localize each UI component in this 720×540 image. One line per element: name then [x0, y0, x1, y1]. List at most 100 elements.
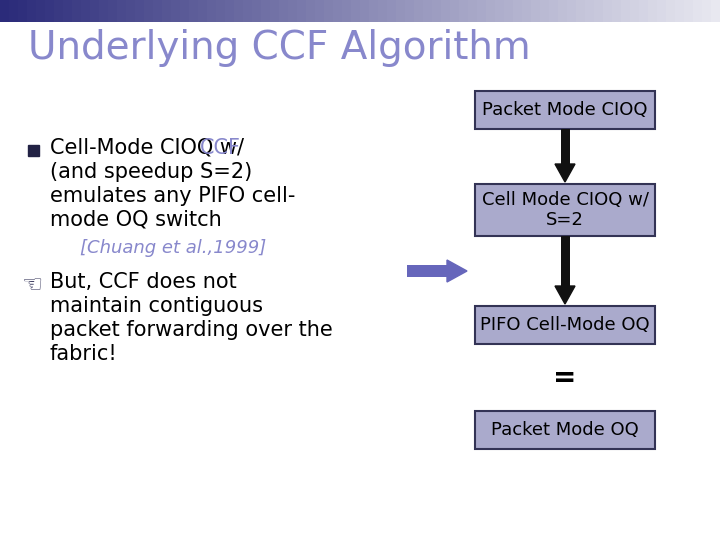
- Bar: [342, 0, 351, 22]
- Bar: [234, 0, 243, 22]
- Bar: [135, 0, 145, 22]
- Bar: [396, 0, 405, 22]
- Text: CCF: CCF: [199, 138, 240, 158]
- Bar: [567, 0, 577, 22]
- Bar: [261, 0, 271, 22]
- Bar: [63, 0, 73, 22]
- Bar: [387, 0, 397, 22]
- Bar: [90, 0, 99, 22]
- Bar: [18, 0, 27, 22]
- Bar: [441, 0, 451, 22]
- Bar: [81, 0, 91, 22]
- Bar: [270, 0, 279, 22]
- Bar: [117, 0, 127, 22]
- Bar: [54, 0, 63, 22]
- Bar: [423, 0, 433, 22]
- Text: emulates any PIFO cell-: emulates any PIFO cell-: [50, 186, 295, 206]
- Bar: [459, 0, 469, 22]
- FancyBboxPatch shape: [475, 184, 655, 236]
- Bar: [45, 0, 55, 22]
- Text: Packet Mode CIOQ: Packet Mode CIOQ: [482, 101, 648, 119]
- Text: maintain contiguous: maintain contiguous: [50, 296, 263, 316]
- Text: ☜: ☜: [22, 273, 43, 297]
- Polygon shape: [555, 164, 575, 182]
- Bar: [333, 0, 343, 22]
- Bar: [36, 0, 45, 22]
- Bar: [306, 0, 315, 22]
- Text: Underlying CCF Algorithm: Underlying CCF Algorithm: [28, 29, 531, 67]
- Bar: [621, 0, 631, 22]
- Text: fabric!: fabric!: [50, 344, 118, 364]
- Text: But, CCF does not: But, CCF does not: [50, 272, 237, 292]
- Bar: [450, 0, 459, 22]
- Bar: [657, 0, 667, 22]
- Text: Packet Mode OQ: Packet Mode OQ: [491, 421, 639, 439]
- Bar: [297, 0, 307, 22]
- Bar: [407, 265, 447, 277]
- Bar: [153, 0, 163, 22]
- Bar: [648, 0, 657, 22]
- FancyBboxPatch shape: [475, 306, 655, 344]
- Polygon shape: [555, 286, 575, 304]
- Bar: [558, 0, 567, 22]
- Bar: [531, 0, 541, 22]
- Bar: [279, 0, 289, 22]
- Bar: [468, 0, 477, 22]
- Bar: [504, 0, 513, 22]
- Text: Cell Mode CIOQ w/
S=2: Cell Mode CIOQ w/ S=2: [482, 191, 649, 229]
- Bar: [180, 0, 189, 22]
- Text: (and speedup S=2): (and speedup S=2): [50, 162, 252, 182]
- Bar: [126, 0, 135, 22]
- Bar: [252, 0, 261, 22]
- Bar: [414, 0, 423, 22]
- Bar: [0, 0, 9, 22]
- Bar: [560, 236, 570, 286]
- Text: PIFO Cell-Mode OQ: PIFO Cell-Mode OQ: [480, 316, 650, 334]
- Bar: [369, 0, 379, 22]
- Bar: [675, 0, 685, 22]
- Bar: [360, 0, 369, 22]
- Bar: [495, 0, 505, 22]
- Bar: [243, 0, 253, 22]
- Bar: [171, 0, 181, 22]
- Bar: [351, 0, 361, 22]
- Bar: [432, 0, 441, 22]
- Bar: [693, 0, 703, 22]
- Bar: [684, 0, 693, 22]
- Bar: [666, 0, 675, 22]
- Bar: [315, 0, 325, 22]
- FancyBboxPatch shape: [475, 411, 655, 449]
- Bar: [324, 0, 333, 22]
- Text: Cell-Mode CIOQ w/: Cell-Mode CIOQ w/: [50, 138, 251, 158]
- Bar: [405, 0, 415, 22]
- Bar: [477, 0, 487, 22]
- Bar: [108, 0, 117, 22]
- Text: packet forwarding over the: packet forwarding over the: [50, 320, 333, 340]
- Bar: [27, 0, 37, 22]
- Bar: [144, 0, 153, 22]
- Bar: [603, 0, 613, 22]
- Bar: [28, 145, 39, 156]
- Text: mode OQ switch: mode OQ switch: [50, 210, 222, 230]
- Bar: [9, 0, 19, 22]
- Bar: [189, 0, 199, 22]
- Bar: [198, 0, 207, 22]
- Bar: [594, 0, 603, 22]
- Bar: [378, 0, 387, 22]
- Bar: [549, 0, 559, 22]
- Bar: [585, 0, 595, 22]
- Bar: [576, 0, 585, 22]
- Bar: [540, 0, 549, 22]
- Text: =: =: [553, 363, 577, 392]
- Polygon shape: [447, 260, 467, 282]
- Bar: [99, 0, 109, 22]
- Bar: [216, 0, 225, 22]
- Bar: [522, 0, 531, 22]
- Bar: [72, 0, 81, 22]
- Bar: [711, 0, 720, 22]
- Bar: [630, 0, 639, 22]
- Bar: [207, 0, 217, 22]
- FancyBboxPatch shape: [475, 91, 655, 129]
- Bar: [702, 0, 711, 22]
- Bar: [513, 0, 523, 22]
